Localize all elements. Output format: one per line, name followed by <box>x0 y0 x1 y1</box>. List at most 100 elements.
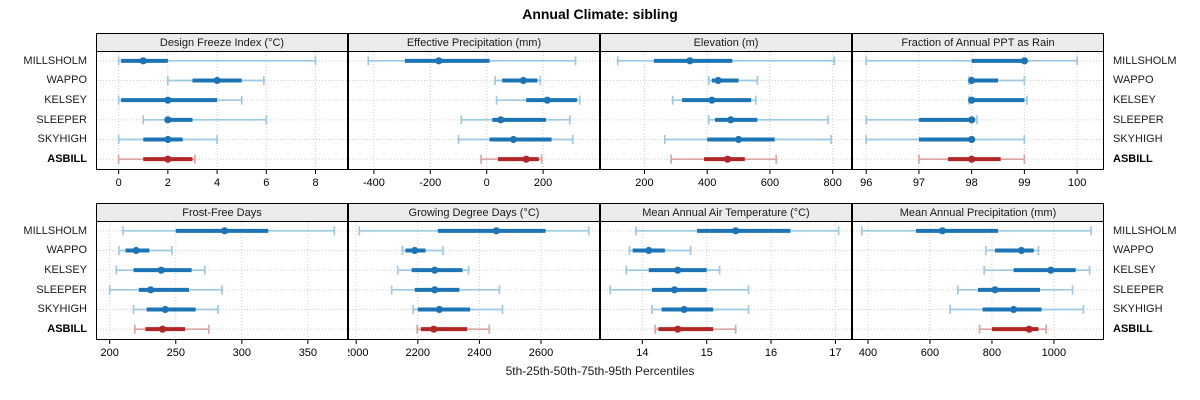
station-label: MILLSHOLM <box>23 54 87 67</box>
x-tick-label: -200 <box>419 177 441 189</box>
station-label: SLEEPER <box>36 113 87 126</box>
series-wappo <box>984 246 1040 255</box>
median-dot <box>674 266 682 274</box>
panel-elevation: Elevation (m) 200 400 600 800 <box>600 33 852 193</box>
median-dot <box>431 266 439 274</box>
station-label: SLEEPER <box>36 283 87 296</box>
x-tick-label: 17 <box>829 347 841 359</box>
series-millsholm <box>367 56 577 66</box>
median-dot <box>543 96 551 104</box>
series-wappo <box>707 76 759 85</box>
median-dot <box>968 116 976 124</box>
x-tick-label: 4 <box>214 177 220 189</box>
median-dot <box>147 286 155 294</box>
median-dot <box>708 96 716 104</box>
x-tick-label: 0 <box>116 177 122 189</box>
station-label: ASBILL <box>1113 153 1153 166</box>
median-dot <box>968 135 976 144</box>
panel-plot-area <box>600 221 852 340</box>
station-label: SKYHIGH <box>37 303 87 316</box>
series-sleeper <box>609 285 750 295</box>
station-label: KELSEY <box>1113 264 1156 277</box>
median-dot <box>714 76 722 85</box>
median-dot <box>435 305 443 314</box>
panel-strip <box>600 203 852 222</box>
panel-title: Elevation (m) <box>694 37 759 49</box>
x-tick-label: 2 <box>165 177 171 189</box>
x-tick-label: 15 <box>701 347 713 359</box>
series-sleeper <box>390 285 501 295</box>
station-label: SLEEPER <box>1113 113 1164 126</box>
x-tick-label: 600 <box>921 347 939 359</box>
panel-svg: Design Freeze Index (°C) 0 2 4 6 8 <box>96 33 348 189</box>
series-kelsey <box>671 95 757 105</box>
panel-strip <box>852 33 1104 52</box>
x-tick-label: 2600 <box>529 347 553 359</box>
series-wappo <box>968 76 1026 85</box>
series-skyhigh <box>412 305 504 314</box>
x-tick-label: 200 <box>534 177 552 189</box>
x-tick-label: 99 <box>1018 177 1030 189</box>
x-tick-label: 250 <box>167 347 185 359</box>
series-wappo <box>118 246 173 255</box>
median-dot <box>132 246 140 255</box>
median-dot <box>435 57 443 65</box>
x-tick-label: 2200 <box>406 347 430 359</box>
x-tick-label: 200 <box>101 347 119 359</box>
x-tick-label: 600 <box>761 177 779 189</box>
station-labels-bottom-left: MILLSHOLM WAPPO KELSEY SLEEPER SKYHIGH ASBILL <box>2 221 94 339</box>
x-tick-label: 98 <box>966 177 978 189</box>
median-dot <box>139 57 147 65</box>
median-dot <box>680 305 688 314</box>
station-label: KELSEY <box>44 264 87 277</box>
median-dot <box>164 116 172 124</box>
panel-title: Frost-Free Days <box>182 207 262 219</box>
median-dot <box>411 246 419 255</box>
station-label: ASBILL <box>47 323 87 336</box>
series-millsholm <box>635 226 840 236</box>
median-dot <box>1020 57 1029 65</box>
series-sleeper <box>108 285 223 295</box>
median-dot <box>732 227 740 235</box>
x-tick-label: 0 <box>484 177 490 189</box>
median-dot <box>734 135 743 144</box>
panel-fraction-ppt-as-rain: Fraction of Annual PPT as Rain 96 97 98 99 10… <box>852 33 1104 193</box>
median-dot <box>723 155 732 163</box>
station-label: SKYHIGH <box>1113 303 1163 316</box>
panel-strip <box>600 33 852 52</box>
series-millsholm <box>358 226 590 236</box>
median-dot <box>430 325 438 333</box>
panel-effective-precipitation: Effective Precipitation (mm) -400 -200 0 200 <box>348 33 600 193</box>
series-skyhigh <box>117 135 218 144</box>
median-dot <box>213 76 221 85</box>
panel-svg: Mean Annual Air Temperature (°C) 14 15 16 17 <box>600 203 852 359</box>
station-label: WAPPO <box>46 244 87 257</box>
panel-svg: Fraction of Annual PPT as Rain 96 97 98 99 10… <box>852 33 1104 189</box>
median-dot <box>519 76 527 85</box>
figure-title: Annual Climate: sibling <box>522 6 678 22</box>
x-tick-label: 800 <box>983 347 1001 359</box>
station-label: SKYHIGH <box>1113 133 1163 146</box>
station-labels-bottom-right: MILLSHOLM WAPPO KELSEY SLEEPER SKYHIGH ASBILL <box>1106 221 1198 339</box>
median-dot <box>164 155 172 163</box>
panel-svg: Frost-Free Days 200 250 300 350 <box>96 203 348 359</box>
median-dot <box>522 155 530 163</box>
station-label: MILLSHOLM <box>23 224 87 237</box>
series-millsholm <box>616 56 836 66</box>
median-dot <box>727 116 735 124</box>
x-tick-label: 100 <box>1068 177 1086 189</box>
series-millsholm <box>860 226 1092 236</box>
panel-plot-area <box>348 221 600 340</box>
median-dot <box>158 325 167 333</box>
panel-strip <box>96 203 348 222</box>
panel-mean-annual-precip: Mean Annual Precipitation (mm) 400 600 800 1… <box>852 203 1104 363</box>
median-dot <box>164 96 172 104</box>
x-tick-label: 16 <box>765 347 777 359</box>
x-tick-label: 400 <box>698 177 716 189</box>
station-label: SKYHIGH <box>37 133 87 146</box>
median-dot <box>1010 305 1018 314</box>
series-skyhigh <box>651 305 750 314</box>
series-kelsey <box>968 95 1028 105</box>
median-dot <box>497 116 505 124</box>
